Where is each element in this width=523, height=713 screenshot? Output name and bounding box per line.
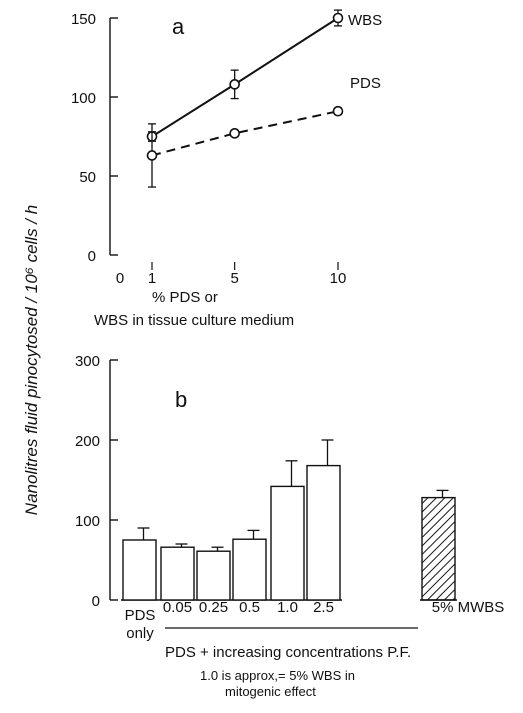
category-label: 1.0: [277, 599, 298, 616]
panel-a-series: [146, 9, 344, 188]
bar-4: [270, 485, 305, 601]
pds-only-label-line1: PDS: [125, 607, 156, 624]
bar-5: [306, 464, 341, 601]
x-tick-label: 1: [148, 270, 156, 287]
x-tick-label: 10: [330, 270, 347, 287]
y-tick-label: 100: [75, 513, 100, 530]
series-label-wbs: WBS: [348, 12, 382, 29]
series-line-pds: [151, 110, 339, 157]
x-tick-label: 0: [116, 270, 124, 287]
category-label: 5% MWBS: [432, 599, 505, 616]
bar-6: [421, 496, 456, 601]
panel-a-x-label-line2: WBS in tissue culture medium: [94, 312, 294, 329]
panel-a-label: a: [172, 14, 185, 39]
y-tick-label: 300: [75, 353, 100, 370]
y-axis-label: Nanolitres fluid pinocytosed / 10⁶ cells…: [22, 205, 41, 515]
y-tick-label: 150: [71, 11, 96, 28]
y-tick-label: 100: [71, 90, 96, 107]
pds-only-label-line2: only: [126, 625, 154, 642]
data-point-pds: [229, 128, 240, 139]
panel-b-y-ticks: 0 100 200 300: [75, 353, 118, 610]
category-label: 0.25: [199, 599, 228, 616]
note-line2: mitogenic effect: [225, 684, 316, 699]
panel-b-category-labels: 0.05 0.25 0.5 1.0 2.5 5% MWBS: [163, 599, 504, 616]
data-point-wbs: [229, 79, 240, 90]
panel-b-bars: [121, 439, 457, 601]
panel-b-label: b: [175, 387, 187, 412]
data-point-wbs: [332, 12, 344, 24]
y-tick-label: 0: [88, 248, 96, 265]
panel-a-x-ticks: 0 1 5 10: [116, 262, 347, 287]
bar-1: [160, 546, 195, 601]
panel-a-y-ticks: 0 50 100 150: [71, 11, 118, 265]
panel-b: 0 100 200 300 0.05 0.25 0.5 1.0 2.5 5% MWBS b PD…: [75, 353, 504, 699]
panel-a-x-label-line1: % PDS or: [152, 289, 218, 306]
bar-0: [122, 539, 157, 601]
x-tick-label: 5: [230, 270, 238, 287]
panel-a: 0 50 100 150 0 1 5 10 a WBS PDS % PDS or WBS i…: [71, 9, 382, 329]
bar-3: [232, 538, 267, 601]
note-line1: 1.0 is approx,= 5% WBS in: [200, 668, 355, 683]
y-tick-label: 0: [92, 593, 100, 610]
y-tick-label: 50: [79, 169, 96, 186]
category-label: 2.5: [313, 599, 334, 616]
series-label-pds: PDS: [350, 75, 381, 92]
category-label: 0.5: [239, 599, 260, 616]
group-label: PDS + increasing concentrations P.F.: [165, 644, 411, 661]
category-label: 0.05: [163, 599, 192, 616]
bar-2: [196, 550, 231, 601]
data-point-pds: [332, 105, 344, 117]
data-point-pds: [146, 150, 158, 161]
y-tick-label: 200: [75, 433, 100, 450]
